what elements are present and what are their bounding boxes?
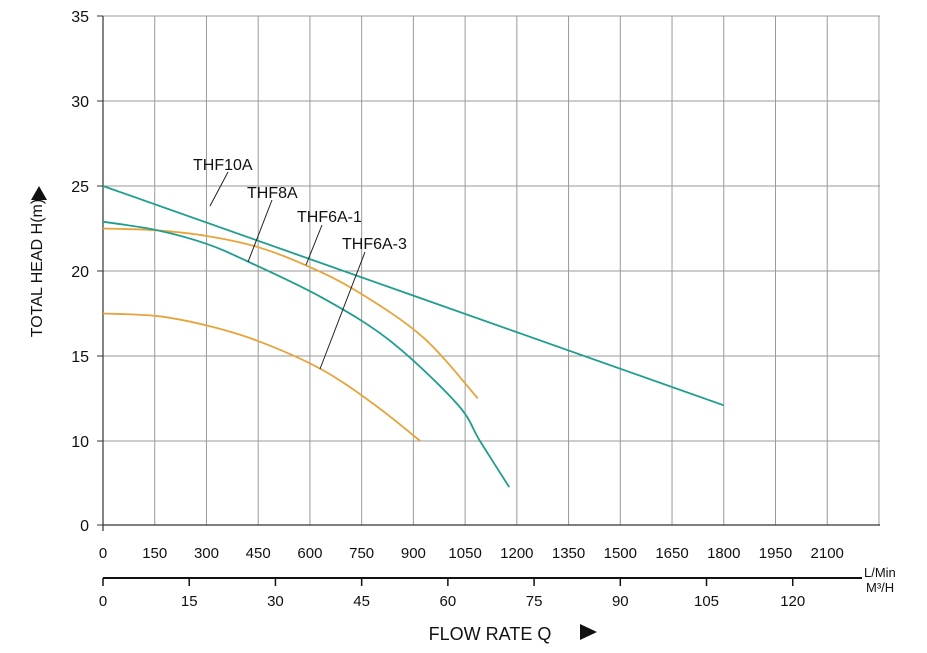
series-line-thf6a-1 [102, 220, 511, 488]
x-tick-label: 1500 [604, 545, 637, 562]
series-line-thf8a [102, 227, 479, 400]
x-tick-label: 1950 [759, 545, 792, 562]
x-tick-label: 1050 [448, 545, 481, 562]
secondary-x-tick-label: 105 [694, 593, 719, 610]
secondary-x-tick-label: 120 [780, 593, 805, 610]
y-tick-label: 15 [71, 349, 89, 366]
x-tick-label: 1350 [552, 545, 585, 562]
y-tick-label: 0 [80, 518, 89, 535]
series-label: THF10A [193, 157, 253, 174]
x-tick-label: 2100 [811, 545, 844, 562]
series-label: THF6A-3 [342, 236, 407, 253]
x-tick-label: 1650 [655, 545, 688, 562]
secondary-x-tick-label: 75 [526, 593, 543, 610]
secondary-x-tick-label: 60 [440, 593, 457, 610]
secondary-x-tick-label: 0 [99, 593, 107, 610]
y-tick-label: 20 [71, 264, 89, 281]
y-tick-label: 25 [71, 179, 89, 196]
x-tick-label: 600 [297, 545, 322, 562]
y-tick-label: 10 [71, 434, 89, 451]
secondary-x-tick-label: 90 [612, 593, 629, 610]
x-tick-label: 450 [246, 545, 271, 562]
y-tick-label: 30 [71, 94, 89, 111]
y-axis-arrow-icon [31, 186, 47, 200]
label-leader-line [247, 199, 273, 263]
series-line-thf10a [102, 185, 725, 407]
x-axis-arrow-icon [580, 624, 597, 640]
y-axis-title: TOTAL HEAD H(m) [29, 199, 46, 337]
series-label: THF8A [247, 185, 298, 202]
x-axis-title: FLOW RATE Q [429, 624, 552, 644]
secondary-x-tick-label: 30 [267, 593, 284, 610]
label-leader-line [209, 171, 229, 207]
x-tick-label: 750 [349, 545, 374, 562]
x-tick-label: 300 [194, 545, 219, 562]
label-leader-line [319, 251, 366, 370]
x-tick-label: 900 [401, 545, 426, 562]
x-tick-label: 1800 [707, 545, 740, 562]
secondary-x-tick-label: 15 [181, 593, 198, 610]
label-leader-line [305, 224, 323, 266]
x-tick-label: 150 [142, 545, 167, 562]
unit-label-lmin: L/Min [864, 565, 896, 580]
series-label: THF6A-1 [297, 209, 362, 226]
series-line-thf6a-3 [102, 312, 421, 442]
unit-label-m3h: M³/H [866, 580, 894, 595]
secondary-x-tick-label: 45 [353, 593, 370, 610]
x-tick-label: 1200 [500, 545, 533, 562]
x-tick-label: 0 [99, 545, 107, 562]
y-tick-label: 35 [71, 9, 89, 26]
